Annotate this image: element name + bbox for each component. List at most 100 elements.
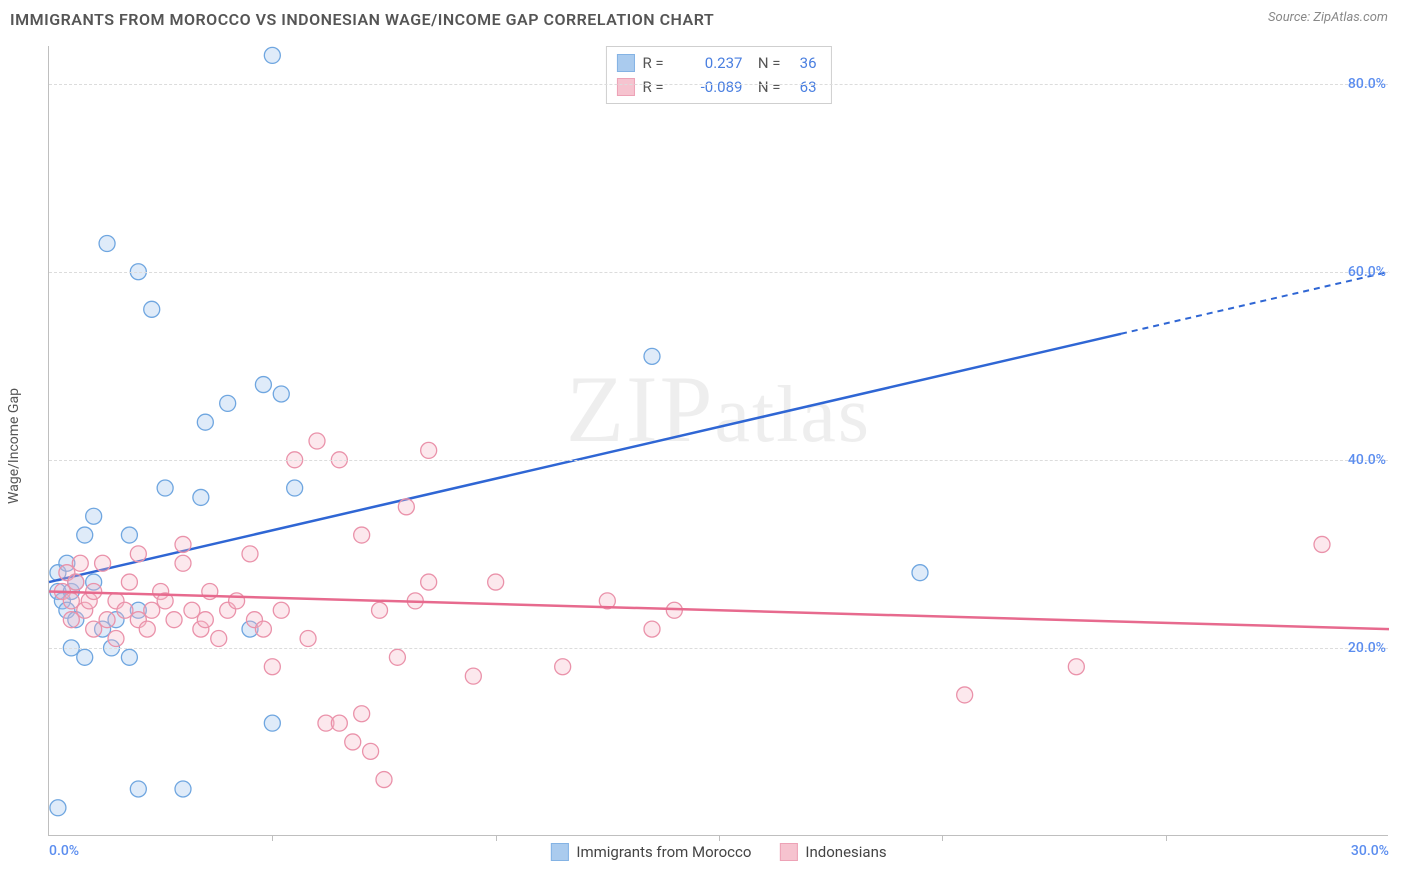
y-axis-label: Wage/Income Gap	[6, 388, 22, 504]
data-point-indonesians	[144, 602, 160, 618]
x-tick-mark	[942, 835, 943, 841]
r-value-morocco: 0.237	[680, 51, 742, 75]
y-tick-label: 20.0%	[1348, 640, 1390, 656]
data-point-indonesians	[555, 659, 571, 675]
data-point-indonesians	[175, 555, 191, 571]
data-point-indonesians	[398, 499, 414, 515]
legend-item-morocco: Immigrants from Morocco	[550, 843, 751, 861]
x-tick-label: 30.0%	[1351, 843, 1389, 859]
x-tick-mark	[496, 835, 497, 841]
data-point-indonesians	[130, 546, 146, 562]
data-point-indonesians	[465, 668, 481, 684]
data-point-morocco	[121, 649, 137, 665]
data-point-indonesians	[354, 527, 370, 543]
gridline	[49, 272, 1388, 273]
data-point-indonesians	[309, 433, 325, 449]
data-point-morocco	[121, 527, 137, 543]
data-point-indonesians	[376, 772, 392, 788]
data-point-indonesians	[1314, 536, 1330, 552]
data-point-indonesians	[63, 612, 79, 628]
data-point-indonesians	[421, 442, 437, 458]
data-point-indonesians	[229, 593, 245, 609]
y-tick-label: 80.0%	[1348, 76, 1390, 92]
legend-series: Immigrants from Morocco Indonesians	[550, 843, 886, 861]
chart-plot-area: ZIPatlas R = 0.237 N = 36 R = -0.089 N =…	[48, 46, 1388, 836]
data-point-morocco	[130, 781, 146, 797]
legend-label-morocco: Immigrants from Morocco	[576, 843, 751, 861]
gridline	[49, 460, 1388, 461]
data-point-indonesians	[242, 546, 258, 562]
legend-correlation: R = 0.237 N = 36 R = -0.089 N = 63	[605, 46, 831, 104]
data-point-indonesians	[211, 631, 227, 647]
data-point-indonesians	[95, 555, 111, 571]
data-point-indonesians	[166, 612, 182, 628]
data-point-indonesians	[273, 602, 289, 618]
data-point-morocco	[99, 236, 115, 252]
n-value-morocco: 36	[789, 51, 817, 75]
trend-line-dashed-morocco	[1121, 272, 1389, 334]
data-point-indonesians	[99, 612, 115, 628]
data-point-morocco	[50, 800, 66, 816]
data-point-indonesians	[139, 621, 155, 637]
data-point-morocco	[197, 414, 213, 430]
legend-row-morocco: R = 0.237 N = 36	[616, 51, 816, 75]
data-point-morocco	[77, 527, 93, 543]
data-point-indonesians	[117, 602, 133, 618]
chart-title: IMMIGRANTS FROM MOROCCO VS INDONESIAN WA…	[10, 10, 714, 29]
data-point-indonesians	[264, 659, 280, 675]
data-point-indonesians	[121, 574, 137, 590]
data-point-indonesians	[354, 706, 370, 722]
data-point-morocco	[644, 348, 660, 364]
data-point-morocco	[264, 47, 280, 63]
data-point-indonesians	[488, 574, 504, 590]
data-point-indonesians	[372, 602, 388, 618]
data-point-morocco	[255, 377, 271, 393]
swatch-indonesians	[616, 78, 634, 96]
data-point-indonesians	[1068, 659, 1084, 675]
data-point-indonesians	[72, 555, 88, 571]
swatch-morocco-icon	[550, 843, 568, 861]
data-point-morocco	[157, 480, 173, 496]
legend-item-indonesians: Indonesians	[779, 843, 886, 861]
data-point-indonesians	[63, 593, 79, 609]
data-point-indonesians	[184, 602, 200, 618]
data-point-indonesians	[108, 631, 124, 647]
y-tick-label: 40.0%	[1348, 452, 1390, 468]
data-point-indonesians	[255, 621, 271, 637]
gridline	[49, 648, 1388, 649]
data-point-indonesians	[389, 649, 405, 665]
data-point-morocco	[912, 565, 928, 581]
data-point-morocco	[175, 781, 191, 797]
data-point-morocco	[220, 395, 236, 411]
swatch-indonesians-icon	[779, 843, 797, 861]
data-point-indonesians	[957, 687, 973, 703]
scatter-svg	[49, 46, 1388, 835]
data-point-indonesians	[363, 743, 379, 759]
legend-row-indonesians: R = -0.089 N = 63	[616, 75, 816, 99]
data-point-indonesians	[421, 574, 437, 590]
r-value-indonesians: -0.089	[680, 75, 742, 99]
data-point-morocco	[287, 480, 303, 496]
data-point-morocco	[77, 649, 93, 665]
x-tick-label: 0.0%	[49, 843, 79, 859]
swatch-morocco	[616, 54, 634, 72]
data-point-indonesians	[300, 631, 316, 647]
gridline	[49, 84, 1388, 85]
n-value-indonesians: 63	[789, 75, 817, 99]
trend-line-morocco	[49, 334, 1121, 582]
data-point-indonesians	[175, 536, 191, 552]
data-point-morocco	[264, 715, 280, 731]
x-tick-mark	[1166, 835, 1167, 841]
x-tick-mark	[719, 835, 720, 841]
data-point-indonesians	[345, 734, 361, 750]
data-point-indonesians	[644, 621, 660, 637]
data-point-indonesians	[68, 574, 84, 590]
data-point-morocco	[273, 386, 289, 402]
x-tick-mark	[272, 835, 273, 841]
source-label: Source: ZipAtlas.com	[1268, 10, 1388, 25]
data-point-morocco	[193, 489, 209, 505]
legend-label-indonesians: Indonesians	[805, 843, 886, 861]
data-point-morocco	[86, 508, 102, 524]
data-point-indonesians	[331, 715, 347, 731]
y-tick-label: 60.0%	[1348, 264, 1390, 280]
